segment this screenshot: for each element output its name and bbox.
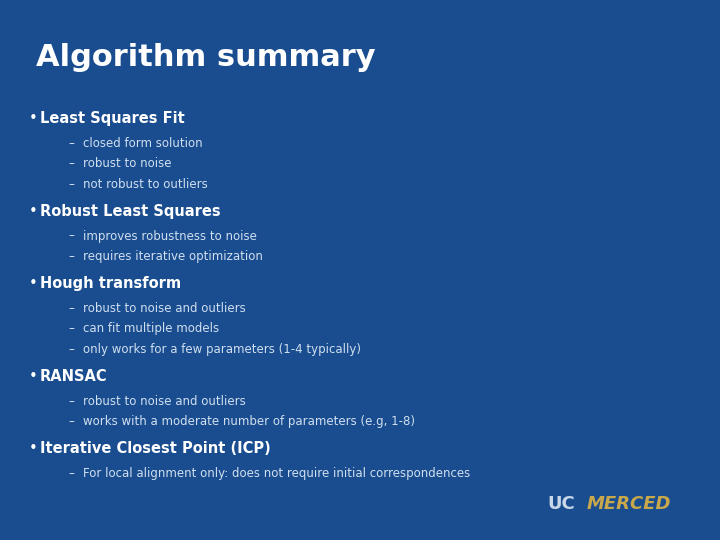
Text: Iterative Closest Point (ICP): Iterative Closest Point (ICP) — [40, 441, 270, 456]
Text: •: • — [29, 441, 37, 456]
Text: •: • — [29, 369, 37, 384]
Text: Robust Least Squares: Robust Least Squares — [40, 204, 220, 219]
Text: –: – — [68, 415, 74, 428]
Text: –: – — [68, 467, 74, 480]
Text: robust to noise: robust to noise — [83, 157, 171, 170]
Text: Hough transform: Hough transform — [40, 276, 181, 291]
Text: –: – — [68, 322, 74, 335]
Text: Least Squares Fit: Least Squares Fit — [40, 111, 184, 126]
Text: robust to noise and outliers: robust to noise and outliers — [83, 302, 246, 315]
Text: works with a moderate number of parameters (e.g, 1-8): works with a moderate number of paramete… — [83, 415, 415, 428]
Text: Algorithm summary: Algorithm summary — [36, 43, 376, 72]
Text: •: • — [29, 204, 37, 219]
Text: requires iterative optimization: requires iterative optimization — [83, 250, 263, 263]
Text: can fit multiple models: can fit multiple models — [83, 322, 219, 335]
Text: –: – — [68, 230, 74, 242]
Text: –: – — [68, 178, 74, 191]
Text: –: – — [68, 302, 74, 315]
Text: –: – — [68, 395, 74, 408]
Text: –: – — [68, 157, 74, 170]
Text: closed form solution: closed form solution — [83, 137, 202, 150]
Text: only works for a few parameters (1-4 typically): only works for a few parameters (1-4 typ… — [83, 343, 361, 356]
Text: •: • — [29, 111, 37, 126]
Text: UC: UC — [547, 495, 575, 513]
Text: not robust to outliers: not robust to outliers — [83, 178, 207, 191]
Text: •: • — [29, 276, 37, 291]
Text: –: – — [68, 250, 74, 263]
Text: For local alignment only: does not require initial correspondences: For local alignment only: does not requi… — [83, 467, 470, 480]
Text: robust to noise and outliers: robust to noise and outliers — [83, 395, 246, 408]
Text: RANSAC: RANSAC — [40, 369, 107, 384]
Text: improves robustness to noise: improves robustness to noise — [83, 230, 256, 242]
Text: MERCED: MERCED — [587, 495, 671, 513]
Text: –: – — [68, 343, 74, 356]
Text: –: – — [68, 137, 74, 150]
